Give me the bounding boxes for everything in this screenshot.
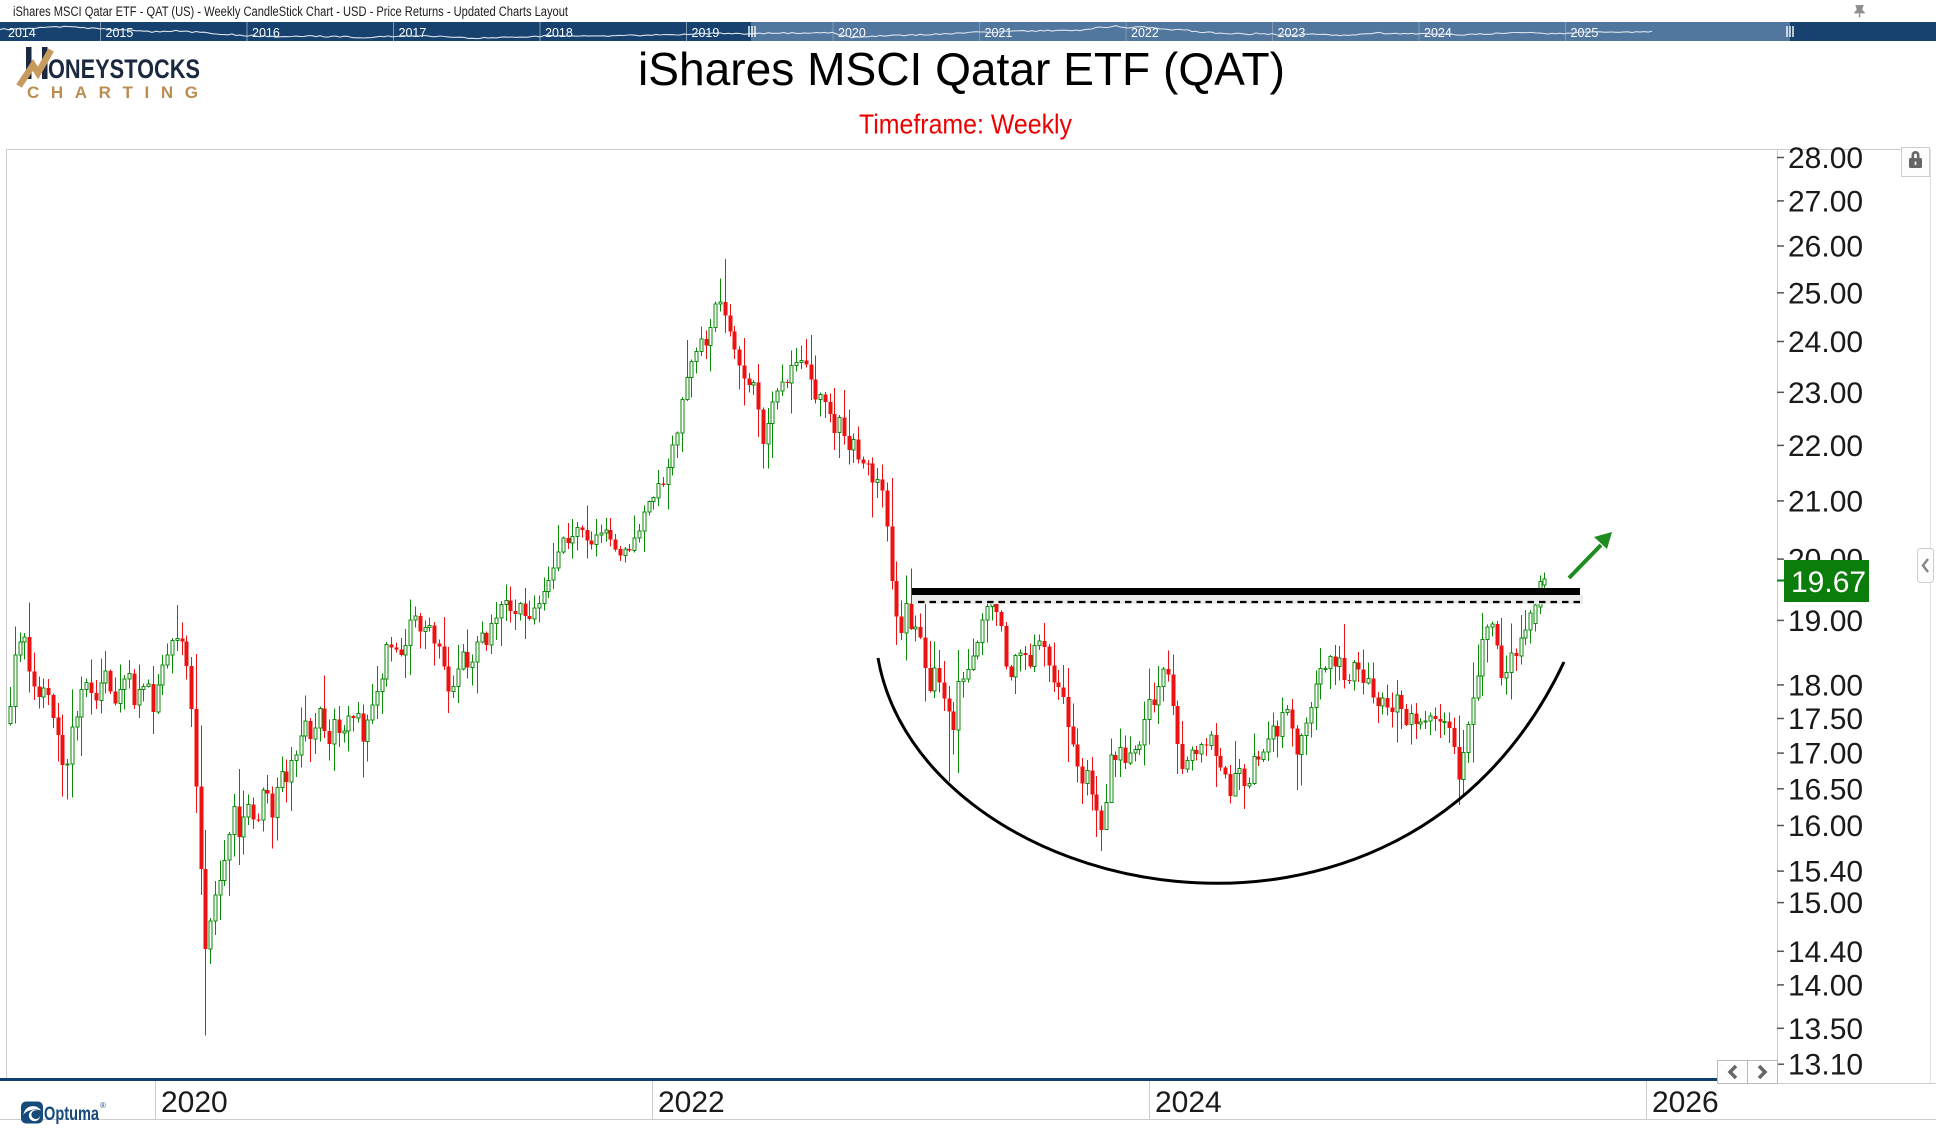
svg-text:2024: 2024 (1155, 1086, 1222, 1119)
svg-text:ONEYSTOCKS: ONEYSTOCKS (48, 54, 200, 84)
svg-text:18.00: 18.00 (1788, 669, 1863, 702)
svg-text:2016: 2016 (252, 26, 280, 40)
svg-text:2018: 2018 (545, 26, 573, 40)
svg-text:24.00: 24.00 (1788, 326, 1863, 359)
svg-text:26.00: 26.00 (1788, 231, 1863, 264)
svg-text:14.40: 14.40 (1788, 936, 1863, 969)
svg-text:2022: 2022 (1131, 26, 1159, 40)
svg-text:2023: 2023 (1278, 26, 1306, 40)
svg-text:15.00: 15.00 (1788, 887, 1863, 920)
svg-text:15.40: 15.40 (1788, 856, 1863, 889)
svg-text:14.00: 14.00 (1788, 969, 1863, 1002)
svg-text:2021: 2021 (985, 26, 1013, 40)
svg-text:2026: 2026 (1652, 1086, 1719, 1119)
svg-text:2017: 2017 (399, 26, 427, 40)
svg-text:25.00: 25.00 (1788, 277, 1863, 310)
svg-text:Timeframe: Weekly: Timeframe: Weekly (859, 109, 1072, 140)
svg-text:2020: 2020 (838, 26, 866, 40)
svg-text:iShares MSCI Qatar ETF (QAT): iShares MSCI Qatar ETF (QAT) (638, 43, 1285, 95)
svg-text:®: ® (100, 1101, 106, 1110)
svg-text:iShares MSCI Qatar ETF - QAT (: iShares MSCI Qatar ETF - QAT (US) - Week… (13, 4, 568, 19)
svg-text:2022: 2022 (658, 1086, 725, 1119)
svg-text:16.50: 16.50 (1788, 773, 1863, 806)
svg-text:17.00: 17.00 (1788, 738, 1863, 771)
svg-text:23.00: 23.00 (1788, 377, 1863, 410)
svg-text:2019: 2019 (692, 26, 720, 40)
svg-text:19.67: 19.67 (1791, 566, 1866, 599)
svg-text:21.00: 21.00 (1788, 485, 1863, 518)
svg-text:17.50: 17.50 (1788, 703, 1863, 736)
svg-text:2025: 2025 (1571, 26, 1599, 40)
svg-text:Optuma: Optuma (44, 1103, 99, 1125)
svg-text:16.00: 16.00 (1788, 810, 1863, 843)
svg-text:2024: 2024 (1424, 26, 1452, 40)
svg-text:2020: 2020 (161, 1086, 228, 1119)
svg-text:19.00: 19.00 (1788, 605, 1863, 638)
svg-text:13.50: 13.50 (1788, 1013, 1863, 1046)
svg-text:27.00: 27.00 (1788, 185, 1863, 218)
svg-text:28.00: 28.00 (1788, 142, 1863, 175)
svg-text:2015: 2015 (106, 26, 134, 40)
svg-text:13.10: 13.10 (1788, 1049, 1863, 1082)
svg-text:22.00: 22.00 (1788, 430, 1863, 463)
